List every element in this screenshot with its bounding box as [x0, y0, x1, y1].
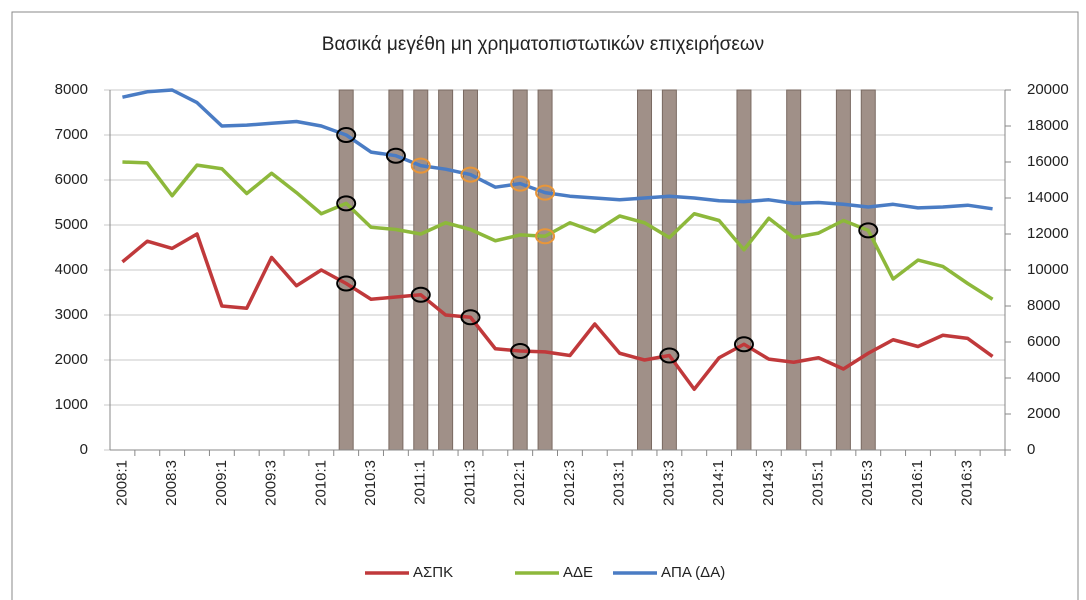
highlight-marker: [733, 336, 754, 353]
chart-title: Βασικά μεγέθη μη χρηματοπιστωτικών επιχε…: [322, 34, 764, 55]
y-tick-label: 2000: [55, 351, 88, 368]
x-tick-label: 2013:3: [660, 460, 677, 506]
event-band: [388, 89, 404, 451]
y2-tick-label: 18000: [1027, 117, 1069, 134]
legend-label: ΑΠΑ (ΔΑ): [661, 564, 725, 581]
y-tick-label: 8000: [55, 81, 88, 98]
highlight-marker: [535, 184, 556, 201]
y2-tick-label: 4000: [1027, 369, 1060, 386]
y-tick-label: 5000: [55, 216, 88, 233]
series-line: [121, 232, 994, 391]
y-tick-label: 1000: [55, 396, 88, 413]
x-tick-label: 2014:3: [760, 460, 777, 506]
x-tick-label: 2009:1: [213, 460, 230, 506]
highlight-marker: [460, 309, 481, 326]
y2-tick-label: 0: [1027, 441, 1035, 458]
series-line: [122, 160, 994, 301]
legend-label: ΑΣΠΚ: [413, 564, 453, 581]
y-tick-label: 4000: [55, 261, 88, 278]
highlight-marker: [510, 343, 531, 359]
highlight-marker: [410, 157, 431, 174]
event-band: [462, 89, 478, 451]
y2-tick-label: 14000: [1027, 189, 1069, 206]
series-line: [122, 88, 993, 211]
x-tick-label: 2008:3: [163, 460, 180, 506]
y2-tick-label: 8000: [1027, 297, 1060, 314]
highlight-marker: [410, 286, 431, 303]
highlight-marker: [385, 147, 406, 164]
x-tick-label: 2016:3: [959, 460, 976, 506]
highlight-marker: [659, 347, 680, 364]
highlight-marker: [858, 222, 879, 239]
x-tick-label: 2015:3: [859, 460, 876, 506]
event-band: [512, 89, 528, 451]
y-tick-label: 7000: [55, 126, 88, 143]
x-tick-label: 2010:1: [312, 460, 329, 506]
x-tick-label: 2008:1: [113, 460, 130, 506]
event-band: [736, 89, 752, 451]
event-band: [438, 89, 454, 451]
x-tick-label: 2011:1: [412, 460, 429, 505]
event-band: [537, 89, 553, 451]
legend-label: ΑΔΕ: [563, 564, 593, 581]
y2-tick-label: 2000: [1027, 405, 1060, 422]
highlight-marker: [336, 127, 357, 143]
y-tick-label: 3000: [55, 306, 88, 323]
x-tick-label: 2015:1: [810, 460, 827, 506]
highlight-marker: [460, 166, 481, 183]
event-band: [860, 89, 876, 451]
y2-tick-label: 16000: [1027, 153, 1069, 170]
x-tick-label: 2016:1: [909, 460, 926, 506]
highlight-marker: [510, 175, 531, 192]
y2-tick-label: 20000: [1027, 81, 1069, 98]
y-tick-label: 0: [80, 441, 88, 458]
x-tick-label: 2009:3: [263, 460, 280, 506]
event-band: [637, 89, 653, 451]
x-tick-label: 2012:3: [561, 460, 578, 506]
y-tick-label: 6000: [55, 171, 88, 188]
highlight-marker: [336, 275, 357, 292]
event-band: [835, 89, 851, 451]
event-band: [661, 89, 677, 451]
y2-tick-label: 6000: [1027, 333, 1060, 350]
y2-tick-label: 10000: [1027, 261, 1069, 278]
highlight-marker: [336, 195, 357, 212]
event-band: [413, 89, 429, 451]
highlight-marker: [535, 228, 556, 245]
x-tick-label: 2014:1: [710, 460, 727, 506]
x-tick-label: 2010:3: [362, 460, 379, 506]
event-band: [786, 89, 802, 451]
x-tick-label: 2013:1: [611, 460, 628, 506]
event-band: [338, 89, 354, 451]
y2-tick-label: 12000: [1027, 225, 1069, 242]
x-tick-label: 2012:1: [511, 460, 528, 506]
x-tick-label: 2011:3: [461, 460, 478, 505]
